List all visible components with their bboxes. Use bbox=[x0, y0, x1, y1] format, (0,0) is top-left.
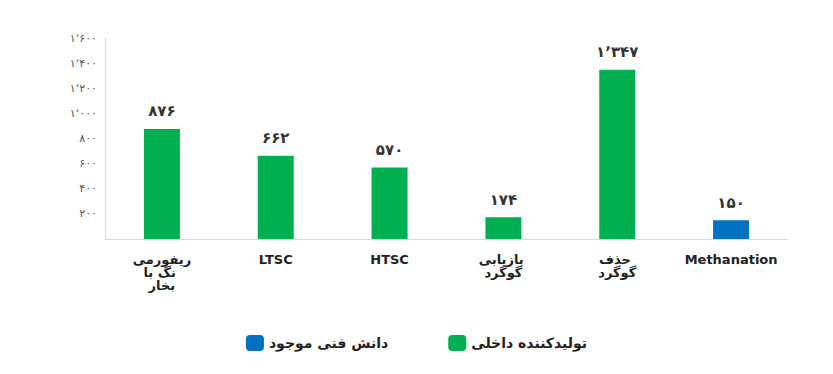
svg-text:گوگرد: گوگرد bbox=[484, 265, 522, 280]
svg-text:۱٬۴۰۰: ۱٬۴۰۰ bbox=[70, 57, 97, 70]
svg-text:تولیدکننده داخلی: تولیدکننده داخلی bbox=[471, 335, 587, 352]
svg-text:۴۰۰: ۴۰۰ bbox=[79, 182, 97, 195]
svg-text:۶۰۰: ۶۰۰ bbox=[79, 157, 97, 170]
svg-text:گوگرد: گوگرد bbox=[598, 265, 636, 280]
svg-text:۱٬۶۰۰: ۱٬۶۰۰ bbox=[70, 32, 97, 45]
svg-text:۸۰۰: ۸۰۰ bbox=[79, 132, 97, 145]
svg-text:۶۶۲: ۶۶۲ bbox=[262, 129, 289, 147]
svg-text:۵۷۰: ۵۷۰ bbox=[376, 141, 403, 159]
svg-text:۱۷۴: ۱۷۴ bbox=[490, 191, 517, 209]
svg-text:HTSC: HTSC bbox=[370, 252, 409, 267]
svg-text:بخار: بخار bbox=[148, 278, 176, 293]
svg-text:نگ با: نگ با bbox=[143, 265, 181, 280]
svg-text:۲۰۰: ۲۰۰ bbox=[79, 207, 97, 220]
svg-text:۱٬۲۰۰: ۱٬۲۰۰ bbox=[70, 82, 97, 95]
svg-text:بازیابی: بازیابی bbox=[478, 252, 529, 267]
svg-text:۱٬۰۰۰: ۱٬۰۰۰ bbox=[70, 107, 97, 120]
svg-text:حذف: حذف bbox=[599, 252, 636, 267]
svg-text:۱۵۰: ۱۵۰ bbox=[717, 194, 744, 212]
svg-text:دانش فنی موجود: دانش فنی موجود bbox=[269, 335, 388, 352]
svg-text:۸۷۶: ۸۷۶ bbox=[148, 102, 175, 120]
svg-text:ریفورمی: ریفورمی bbox=[132, 252, 192, 267]
svg-text:۱٬۳۴۷: ۱٬۳۴۷ bbox=[596, 43, 638, 61]
svg-text:Methanation: Methanation bbox=[685, 252, 778, 267]
svg-text:LTSC: LTSC bbox=[259, 252, 293, 267]
